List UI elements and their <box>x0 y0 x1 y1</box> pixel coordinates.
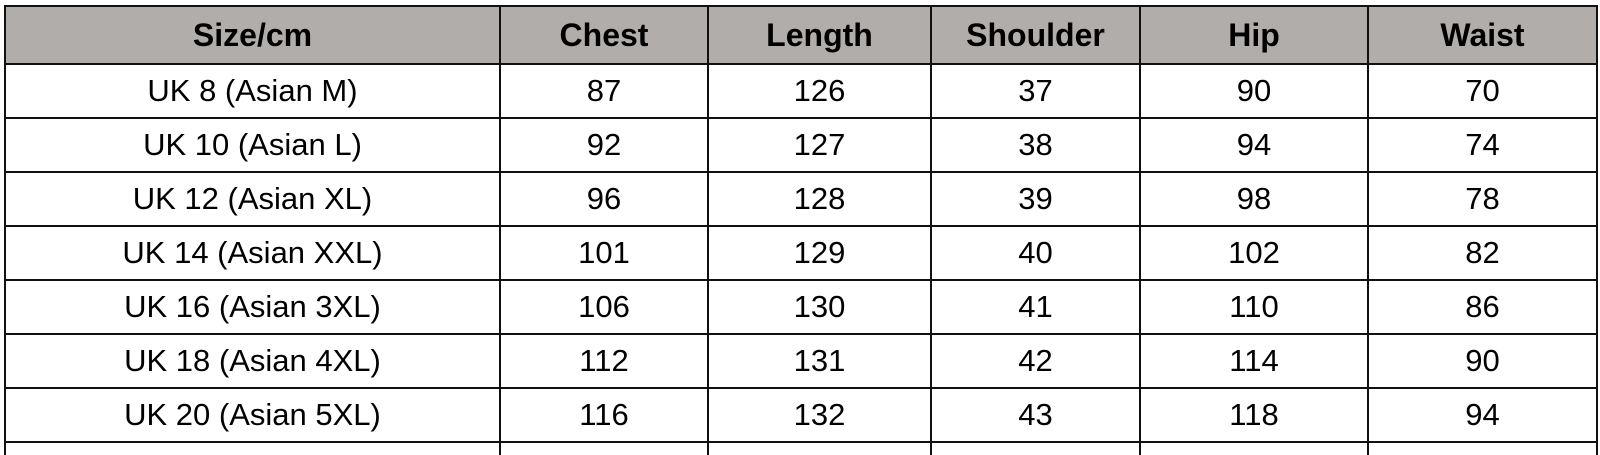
table-cell: 98 <box>1139 171 1369 227</box>
table-cell: 74 <box>1367 117 1598 173</box>
table-cell: 90 <box>1139 63 1369 119</box>
table-row: UK 8 (Asian M) 87 126 37 90 70 <box>4 63 1598 119</box>
table-cell: 37 <box>930 63 1141 119</box>
table-cell: UK 10 (Asian L) <box>4 117 501 173</box>
table-cell: 127 <box>707 117 932 173</box>
table-cell: 92 <box>499 117 709 173</box>
table-cell: 87 <box>499 63 709 119</box>
partial-row <box>4 441 1598 455</box>
table-cell: 39 <box>930 171 1141 227</box>
table-cell: 131 <box>707 333 932 389</box>
table-row: UK 10 (Asian L) 92 127 38 94 74 <box>4 117 1598 173</box>
table-cell: 114 <box>1139 333 1369 389</box>
table-cell: 70 <box>1367 63 1598 119</box>
table-row: UK 12 (Asian XL) 96 128 39 98 78 <box>4 171 1598 227</box>
table-cell: 96 <box>499 171 709 227</box>
table-cell: 41 <box>930 279 1141 335</box>
table-cell: UK 18 (Asian 4XL) <box>4 333 501 389</box>
table-row: UK 14 (Asian XXL) 101 129 40 102 82 <box>4 225 1598 281</box>
table-row: UK 18 (Asian 4XL) 112 131 42 114 90 <box>4 333 1598 389</box>
table-cell: 42 <box>930 333 1141 389</box>
table-cell: 116 <box>499 387 709 443</box>
table-cell: 126 <box>707 63 932 119</box>
table-cell <box>930 441 1141 455</box>
table-cell: 82 <box>1367 225 1598 281</box>
table-cell: UK 20 (Asian 5XL) <box>4 387 501 443</box>
column-header: Size/cm <box>4 5 501 65</box>
table-cell: 43 <box>930 387 1141 443</box>
column-header: Waist <box>1367 5 1598 65</box>
table-cell: UK 12 (Asian XL) <box>4 171 501 227</box>
table-cell: UK 14 (Asian XXL) <box>4 225 501 281</box>
table-cell: UK 16 (Asian 3XL) <box>4 279 501 335</box>
table-cell: 110 <box>1139 279 1369 335</box>
table-row: UK 20 (Asian 5XL) 116 132 43 118 94 <box>4 387 1598 443</box>
table-cell: 128 <box>707 171 932 227</box>
table-cell <box>707 441 932 455</box>
table-cell: 94 <box>1139 117 1369 173</box>
table-cell: 118 <box>1139 387 1369 443</box>
table-cell <box>499 441 709 455</box>
table-cell: 90 <box>1367 333 1598 389</box>
column-header: Length <box>707 5 932 65</box>
table-cell: 132 <box>707 387 932 443</box>
table-cell: 129 <box>707 225 932 281</box>
column-header: Chest <box>499 5 709 65</box>
table-cell <box>1139 441 1369 455</box>
table-cell: 130 <box>707 279 932 335</box>
table-cell: 106 <box>499 279 709 335</box>
column-header: Shoulder <box>930 5 1141 65</box>
table-cell: 101 <box>499 225 709 281</box>
table-cell: UK 8 (Asian M) <box>4 63 501 119</box>
table-cell: 86 <box>1367 279 1598 335</box>
size-chart-table: Size/cm Chest Length Shoulder Hip Waist UK 8 … <box>4 5 1598 455</box>
table-cell: 102 <box>1139 225 1369 281</box>
table-cell: 78 <box>1367 171 1598 227</box>
table-cell <box>4 441 501 455</box>
table-cell <box>1367 441 1598 455</box>
column-header: Hip <box>1139 5 1369 65</box>
table-cell: 40 <box>930 225 1141 281</box>
table-cell: 38 <box>930 117 1141 173</box>
table-cell: 112 <box>499 333 709 389</box>
table-cell: 94 <box>1367 387 1598 443</box>
table-row: UK 16 (Asian 3XL) 106 130 41 110 86 <box>4 279 1598 335</box>
header-row: Size/cm Chest Length Shoulder Hip Waist <box>4 5 1598 65</box>
